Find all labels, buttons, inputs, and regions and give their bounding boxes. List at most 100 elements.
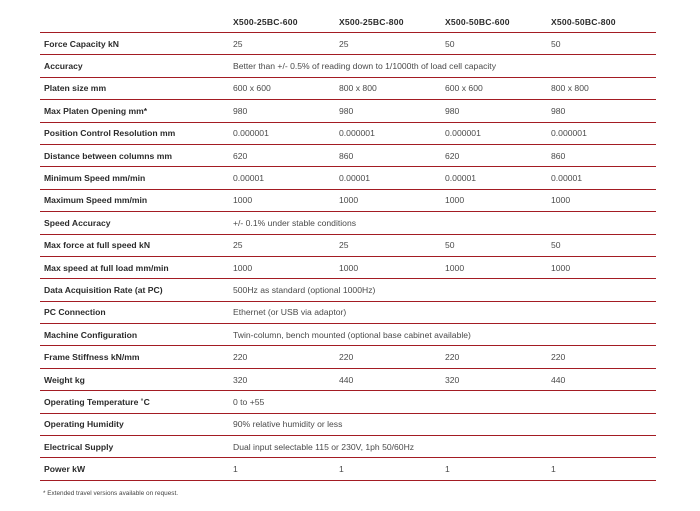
column-header: X500-25BC-800	[339, 17, 404, 27]
column-header: X500-25BC-600	[233, 17, 298, 27]
cell-value: 0.000001	[445, 128, 481, 139]
table-row: Max speed at full load mm/min 1000 1000 100…	[40, 256, 656, 279]
cell-value: 25	[233, 240, 243, 251]
table-row: Maximum Speed mm/min 1000 1000 1000 1000	[40, 189, 656, 212]
table-row: Machine Configuration Twin-column, bench …	[40, 324, 656, 346]
cell-value: 600 x 600	[233, 83, 271, 94]
column-header: X500-50BC-600	[445, 17, 510, 27]
table-row: Force Capacity kN 25 25 50 50	[40, 33, 656, 55]
spanning-value: Better than +/- 0.5% of reading down to …	[233, 61, 496, 72]
cell-value: 1000	[551, 195, 571, 206]
specifications-table: X500-25BC-600 X500-25BC-800 X500-50BC-60…	[40, 12, 656, 481]
table-row: Distance between columns mm 620 860 620 860	[40, 144, 656, 167]
cell-value: 50	[551, 240, 561, 251]
cell-value: 25	[339, 240, 349, 251]
table-row: Data Acquisition Rate (at PC) 500Hz as st…	[40, 279, 656, 302]
cell-value: 0.00001	[445, 173, 477, 184]
cell-value: 440	[339, 374, 354, 385]
row-label: Operating Temperature ˚C	[44, 396, 150, 407]
cell-value: 50	[445, 38, 455, 49]
cell-value: 25	[339, 38, 349, 49]
cell-value: 220	[551, 352, 566, 363]
spanning-value: Dual input selectable 115 or 230V, 1ph 5…	[233, 441, 415, 452]
cell-value: 440	[551, 374, 566, 385]
cell-value: 980	[339, 105, 354, 116]
table-row: Max Platen Opening mm* 980 980 980 980	[40, 100, 656, 123]
row-label: Max force at full speed kN	[44, 240, 151, 251]
row-label: Accuracy	[44, 61, 83, 72]
cell-value: 1	[339, 464, 344, 475]
row-label: Minimum Speed mm/min	[44, 173, 146, 184]
cell-value: 860	[551, 150, 566, 161]
cell-value: 50	[445, 240, 455, 251]
header-row: X500-25BC-600 X500-25BC-800 X500-50BC-60…	[40, 12, 656, 33]
cell-value: 800 x 800	[551, 83, 589, 94]
cell-value: 0.00001	[339, 173, 371, 184]
table-row: PC Connection Ethernet (or USB via adapto…	[40, 301, 656, 324]
cell-value: 860	[339, 150, 354, 161]
cell-value: 1000	[233, 195, 253, 206]
cell-value: 980	[233, 105, 248, 116]
table-row: Max force at full speed kN 25 25 50 50	[40, 234, 656, 257]
cell-value: 0.000001	[551, 128, 587, 139]
table-row: Position Control Resolution mm 0.000001 0.…	[40, 122, 656, 145]
row-label: Machine Configuration	[44, 329, 138, 340]
header-blank	[40, 12, 229, 33]
row-label: Distance between columns mm	[44, 150, 172, 161]
spanning-value: 500Hz as standard (optional 1000Hz)	[233, 284, 376, 295]
spanning-value: +/- 0.1% under stable conditions	[233, 217, 357, 228]
row-label: Position Control Resolution mm	[44, 128, 176, 139]
table-row: Speed Accuracy +/- 0.1% under stable cond…	[40, 212, 656, 235]
cell-value: 220	[339, 352, 354, 363]
cell-value: 25	[233, 38, 243, 49]
table-row: Accuracy Better than +/- 0.5% of reading …	[40, 55, 656, 78]
spanning-value: Ethernet (or USB via adaptor)	[233, 307, 347, 318]
row-label: Data Acquisition Rate (at PC)	[44, 284, 163, 295]
row-label: Max Platen Opening mm*	[44, 105, 148, 116]
table-row: Operating Humidity 90% relative humidity …	[40, 413, 656, 436]
row-label: Electrical Supply	[44, 441, 114, 452]
table-row: Frame Stiffness kN/mm 220 220 220 220	[40, 346, 656, 369]
cell-value: 1	[445, 464, 450, 475]
row-label: Platen size mm	[44, 83, 107, 94]
row-label: Frame Stiffness kN/mm	[44, 352, 140, 363]
row-label: Weight kg	[44, 374, 85, 385]
cell-value: 980	[445, 105, 460, 116]
column-header: X500-50BC-800	[551, 17, 616, 27]
cell-value: 620	[445, 150, 460, 161]
cell-value: 0.00001	[233, 173, 265, 184]
row-label: Force Capacity kN	[44, 38, 119, 49]
footnote: * Extended travel versions available on …	[43, 490, 178, 497]
row-label: Power kW	[44, 464, 86, 475]
cell-value: 1000	[445, 195, 465, 206]
cell-value: 0.00001	[551, 173, 583, 184]
table-row: Power kW 1 1 1 1	[40, 458, 656, 481]
row-label: Maximum Speed mm/min	[44, 195, 148, 206]
cell-value: 1000	[339, 262, 359, 273]
cell-value: 220	[445, 352, 460, 363]
cell-value: 0.000001	[233, 128, 269, 139]
cell-value: 1000	[551, 262, 571, 273]
cell-value: 320	[445, 374, 460, 385]
table-row: Platen size mm 600 x 600 800 x 800 600 x 60…	[40, 77, 656, 100]
table-row: Minimum Speed mm/min 0.00001 0.00001 0.0000…	[40, 167, 656, 190]
table-row: Operating Temperature ˚C 0 to +55	[40, 391, 656, 414]
cell-value: 220	[233, 352, 248, 363]
cell-value: 50	[551, 38, 561, 49]
row-label: Max speed at full load mm/min	[44, 262, 169, 273]
table-body: Force Capacity kN 25 25 50 50 Accuracy Better …	[40, 33, 656, 481]
cell-value: 800 x 800	[339, 83, 377, 94]
table-row: Electrical Supply Dual input selectable 1…	[40, 436, 656, 458]
spanning-value: 90% relative humidity or less	[233, 419, 343, 430]
cell-value: 320	[233, 374, 248, 385]
row-label: PC Connection	[44, 307, 106, 318]
cell-value: 1000	[233, 262, 253, 273]
spanning-value: 0 to +55	[233, 396, 265, 407]
cell-value: 1000	[445, 262, 465, 273]
cell-value: 600 x 600	[445, 83, 483, 94]
cell-value: 620	[233, 150, 248, 161]
cell-value: 980	[551, 105, 566, 116]
cell-value: 1000	[339, 195, 359, 206]
row-label: Speed Accuracy	[44, 217, 111, 228]
